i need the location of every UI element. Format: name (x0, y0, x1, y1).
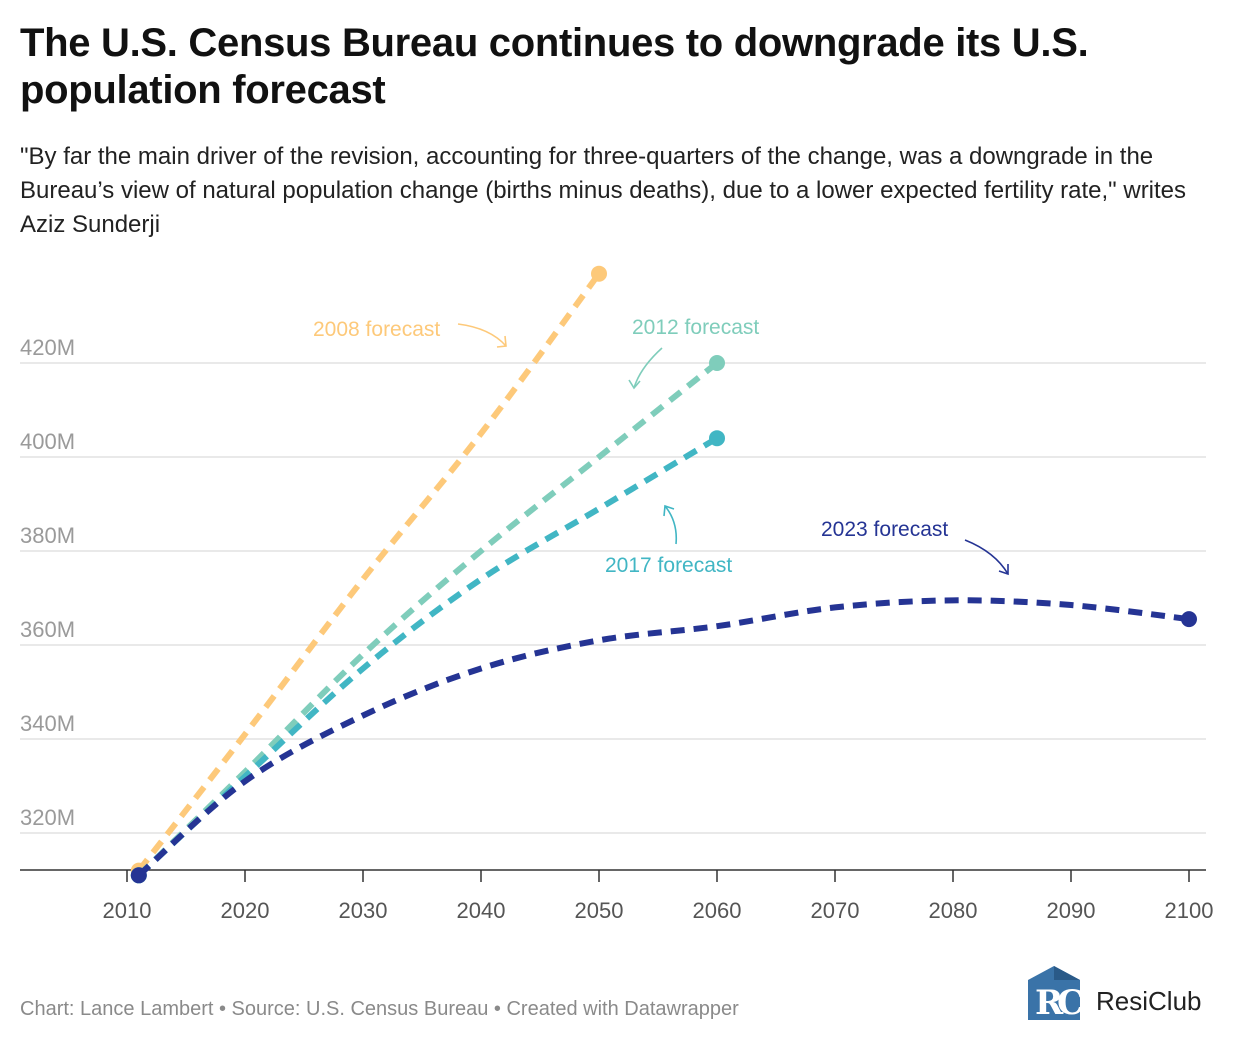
y-tick-label: 320M (20, 805, 75, 830)
series-label: 2017 forecast (605, 554, 732, 577)
svg-text:R: R (1035, 983, 1064, 1022)
series-end-point (591, 265, 607, 282)
series-line (136, 597, 1190, 878)
line-chart: 320M 340M 360M 380M 400M 420M 2010 2020 2030 2040… (20, 265, 1214, 923)
x-tick-label: 2070 (811, 898, 860, 923)
y-tick-label: 420M (20, 335, 75, 360)
resiclub-logo-icon: R C (1028, 966, 1084, 1022)
series-label: 2023 forecast (821, 518, 948, 541)
series-end-point (1181, 611, 1197, 628)
x-tick-label: 2100 (1165, 898, 1214, 923)
x-tick-label: 2060 (693, 898, 742, 923)
series-start-point (130, 867, 147, 884)
y-tick-label: 340M (20, 711, 75, 736)
annotation-arrow (633, 347, 663, 389)
x-tick-label: 2090 (1047, 898, 1096, 923)
annotation-arrowhead (628, 379, 641, 390)
x-tick-label: 2040 (457, 898, 506, 923)
y-tick-label: 360M (20, 617, 75, 642)
annotation-arrow (964, 539, 1009, 575)
x-tick-label: 2030 (339, 898, 388, 923)
annotation-arrow (664, 505, 678, 545)
series-label: 2008 forecast (313, 318, 440, 341)
x-tick-label: 2010 (103, 898, 152, 923)
series-end-point (709, 430, 725, 447)
annotation-arrow (457, 323, 507, 347)
chart-title: The U.S. Census Bureau continues to down… (20, 21, 1089, 112)
chart-subtitle: "By far the main driver of the revision,… (20, 143, 1187, 238)
annotation-arrowhead (496, 335, 507, 348)
series-line (136, 271, 602, 873)
annotation-arrowhead (663, 504, 675, 517)
y-tick-label: 380M (20, 523, 75, 548)
resiclub-logo-text: ResiClub (1096, 986, 1202, 1016)
series-label: 2012 forecast (632, 316, 759, 339)
x-tick-label: 2020 (221, 898, 270, 923)
chart-credits: Chart: Lance Lambert • Source: U.S. Cens… (20, 998, 739, 1020)
svg-text:C: C (1057, 983, 1084, 1022)
series-line (136, 360, 719, 878)
x-tick-label: 2050 (575, 898, 624, 923)
annotation-arrowhead (998, 564, 1009, 576)
y-tick-label: 400M (20, 429, 75, 454)
resiclub-logo: R C ResiClub (1024, 964, 1224, 1024)
series-end-point (709, 355, 725, 371)
x-tick-label: 2080 (929, 898, 978, 923)
